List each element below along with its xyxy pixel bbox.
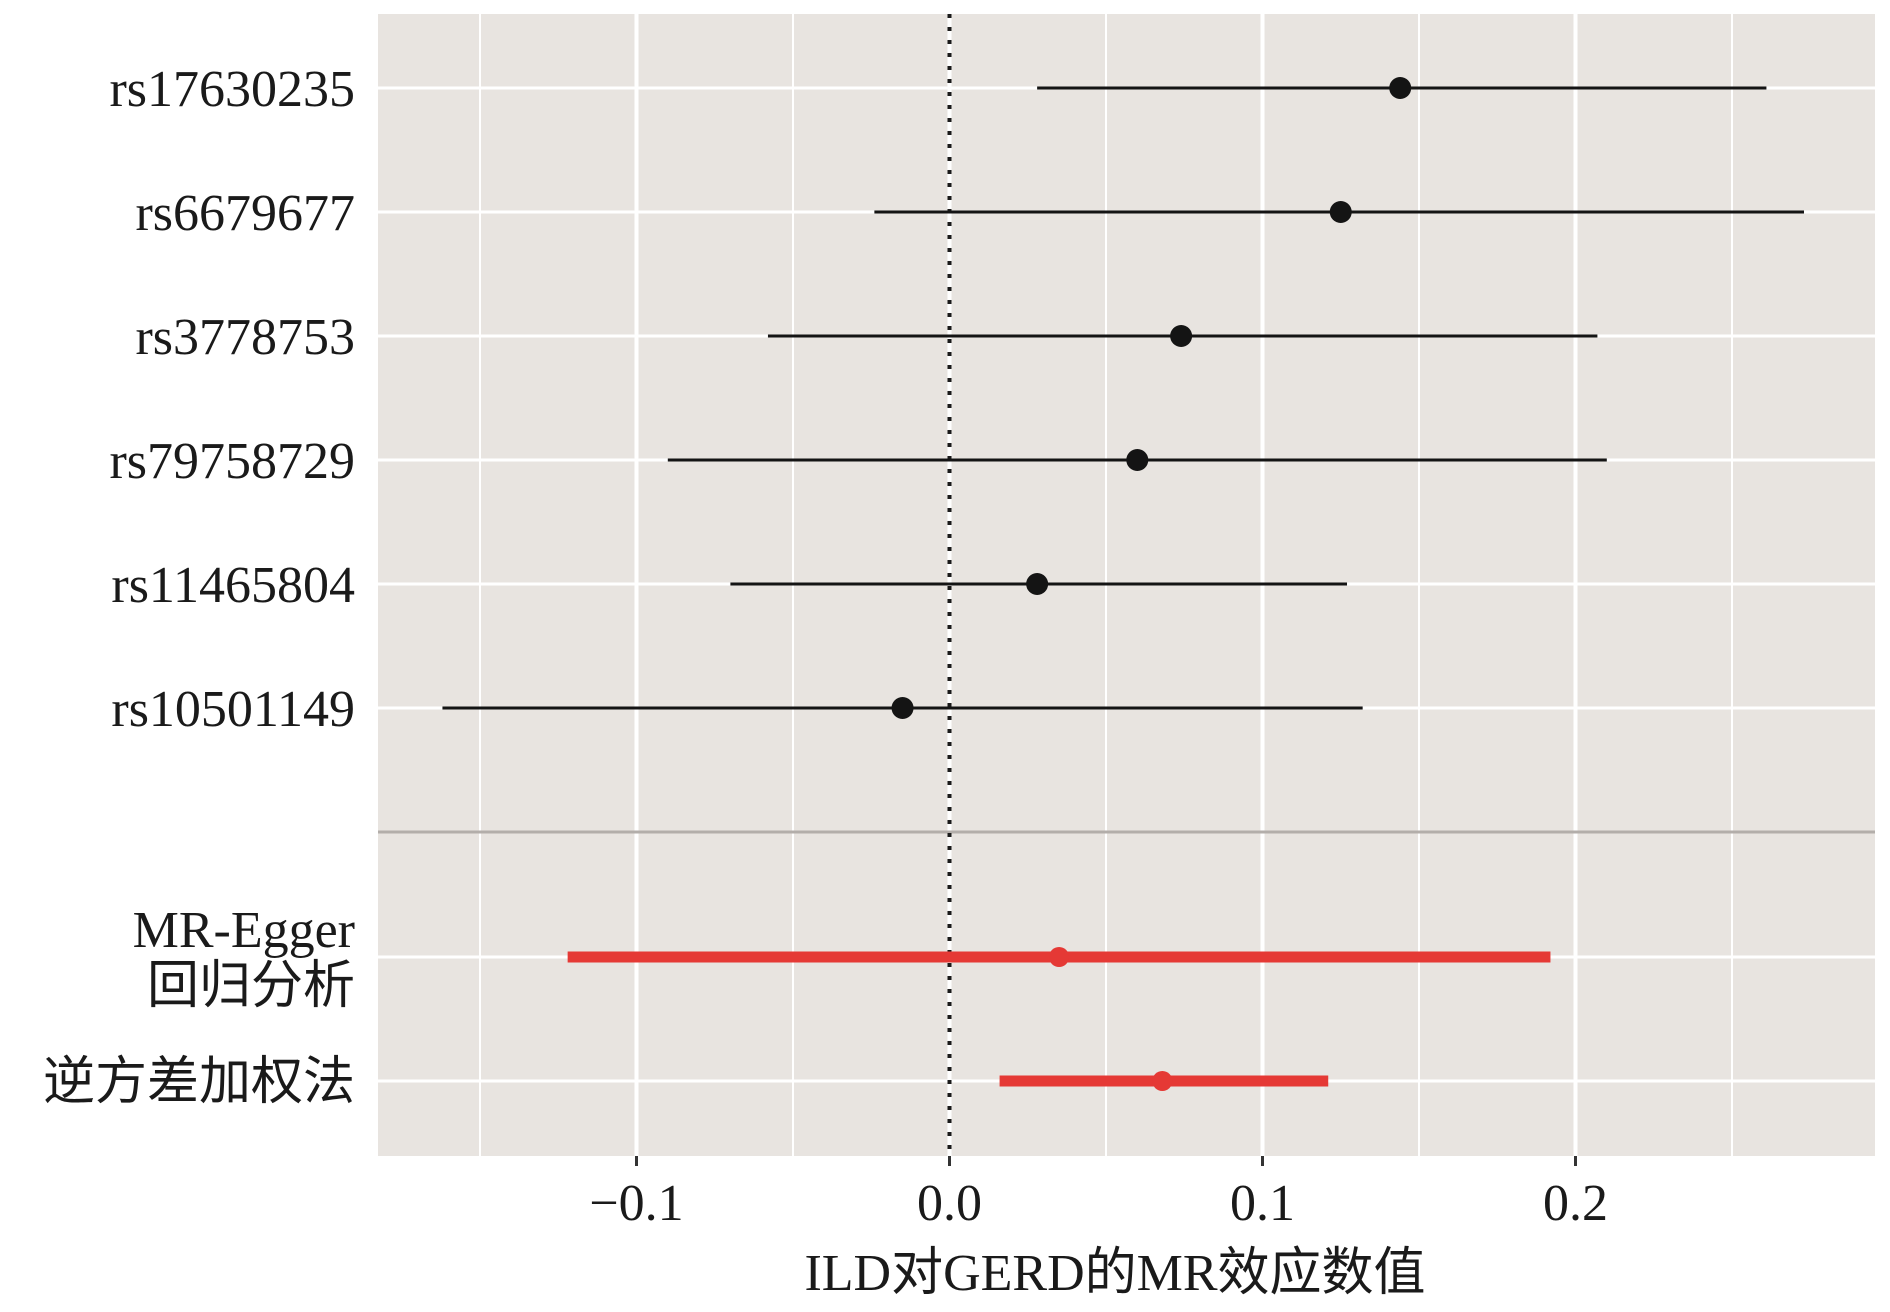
snp-label: rs6679677	[135, 185, 355, 242]
snp-point	[1329, 201, 1352, 223]
method-label: 回归分析	[147, 958, 355, 1015]
x-axis: −0.1 0.0 0.1 0.2	[589, 1156, 1608, 1232]
snp-row	[667, 449, 1607, 471]
snp-point	[1389, 77, 1412, 99]
snp-row	[442, 697, 1363, 719]
x-tick-label: 0.2	[1543, 1175, 1608, 1232]
snp-label: rs11465804	[111, 557, 355, 614]
snp-row	[730, 573, 1348, 595]
snp-point	[1026, 573, 1049, 595]
row-labels: rs17630235 rs6679677 rs3778753 rs79758729 rs…	[43, 61, 355, 1111]
method-row	[567, 947, 1551, 967]
snp-label: rs17630235	[109, 61, 355, 118]
method-label: MR-Egger	[133, 902, 355, 959]
snp-point	[1126, 449, 1149, 471]
method-label: 逆方差加权法	[43, 1054, 355, 1111]
snp-point	[1170, 325, 1193, 347]
x-tick-label: −0.1	[589, 1175, 683, 1232]
x-tick-label: 0.0	[917, 1175, 982, 1232]
snp-point	[891, 697, 914, 719]
x-axis-title: ILD对GERD的MR效应数值	[804, 1245, 1425, 1302]
x-tick-label: 0.1	[1230, 1175, 1295, 1232]
method-point	[1049, 947, 1070, 967]
snp-label: rs79758729	[109, 433, 355, 490]
snp-label: rs10501149	[111, 681, 355, 738]
method-point	[1152, 1071, 1173, 1091]
interval-marks	[442, 77, 1804, 1091]
snp-row	[874, 201, 1804, 223]
snp-row	[767, 325, 1598, 347]
method-row	[999, 1071, 1329, 1091]
snp-label: rs3778753	[135, 309, 355, 366]
snp-row	[1037, 77, 1767, 99]
